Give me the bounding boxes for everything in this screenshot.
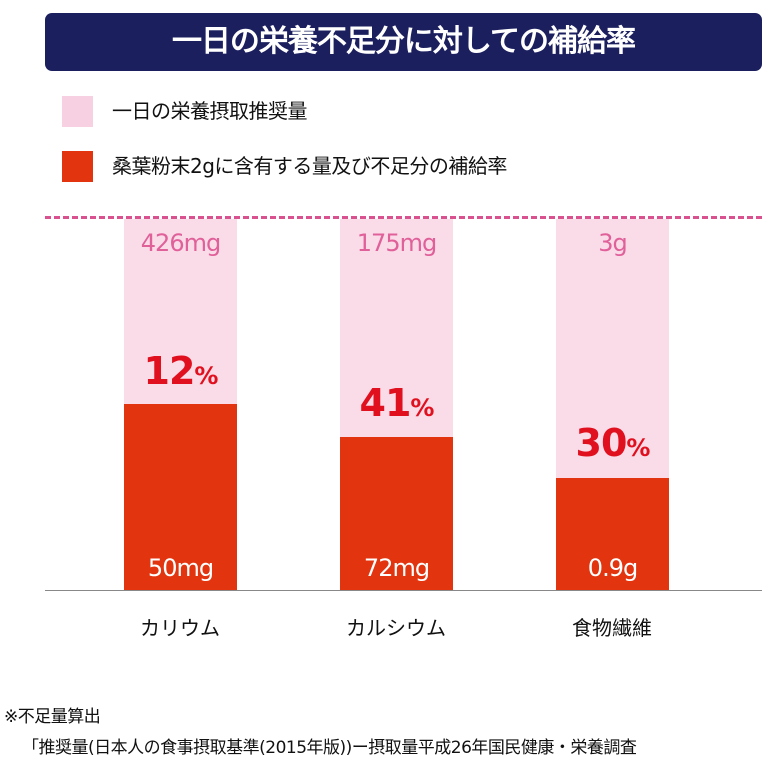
contained-label: 50mg	[147, 554, 214, 582]
contained-label: 72mg	[363, 554, 430, 582]
percent-label: 12%	[143, 349, 219, 393]
legend-swatch-pink	[62, 96, 93, 127]
recommended-line	[45, 216, 762, 219]
contained-label: 0.9g	[587, 554, 638, 582]
bar-contained-0: 50mg	[124, 404, 237, 590]
recommended-label: 3g	[598, 229, 628, 257]
footnote-source: 「推奨量(日本人の食事摂取基準(2015年版))ー摂取量平成26年国民健康・栄養…	[22, 738, 637, 758]
category-label: カルシウム	[346, 616, 446, 640]
percent-label: 41%	[359, 381, 435, 425]
baseline	[45, 590, 762, 591]
legend-item-recommended: 一日の栄養摂取推奨量	[62, 96, 762, 128]
bar-recommended-1: 175mg 41% 72mg	[340, 219, 453, 590]
category-label: 食物繊維	[572, 616, 652, 640]
legend-label: 一日の栄養摂取推奨量	[112, 99, 308, 123]
recommended-label: 426mg	[140, 229, 221, 257]
chart-title: 一日の栄養不足分に対しての補給率	[45, 13, 762, 71]
footnote-title: ※不足量算出	[4, 707, 101, 727]
legend-item-contained: 桑葉粉末2gに含有する量及び不足分の補給率	[62, 151, 762, 183]
recommended-label: 175mg	[356, 229, 437, 257]
legend-swatch-red	[62, 151, 93, 182]
legend-label: 桑葉粉末2gに含有する量及び不足分の補給率	[112, 154, 507, 178]
bar-contained-1: 72mg	[340, 437, 453, 590]
bar-recommended-2: 3g 30% 0.9g	[556, 219, 669, 590]
bar-contained-2: 0.9g	[556, 478, 669, 590]
bar-recommended-0: 426mg 12% 50mg	[124, 219, 237, 590]
category-label: カリウム	[140, 616, 220, 640]
percent-label: 30%	[575, 421, 651, 465]
